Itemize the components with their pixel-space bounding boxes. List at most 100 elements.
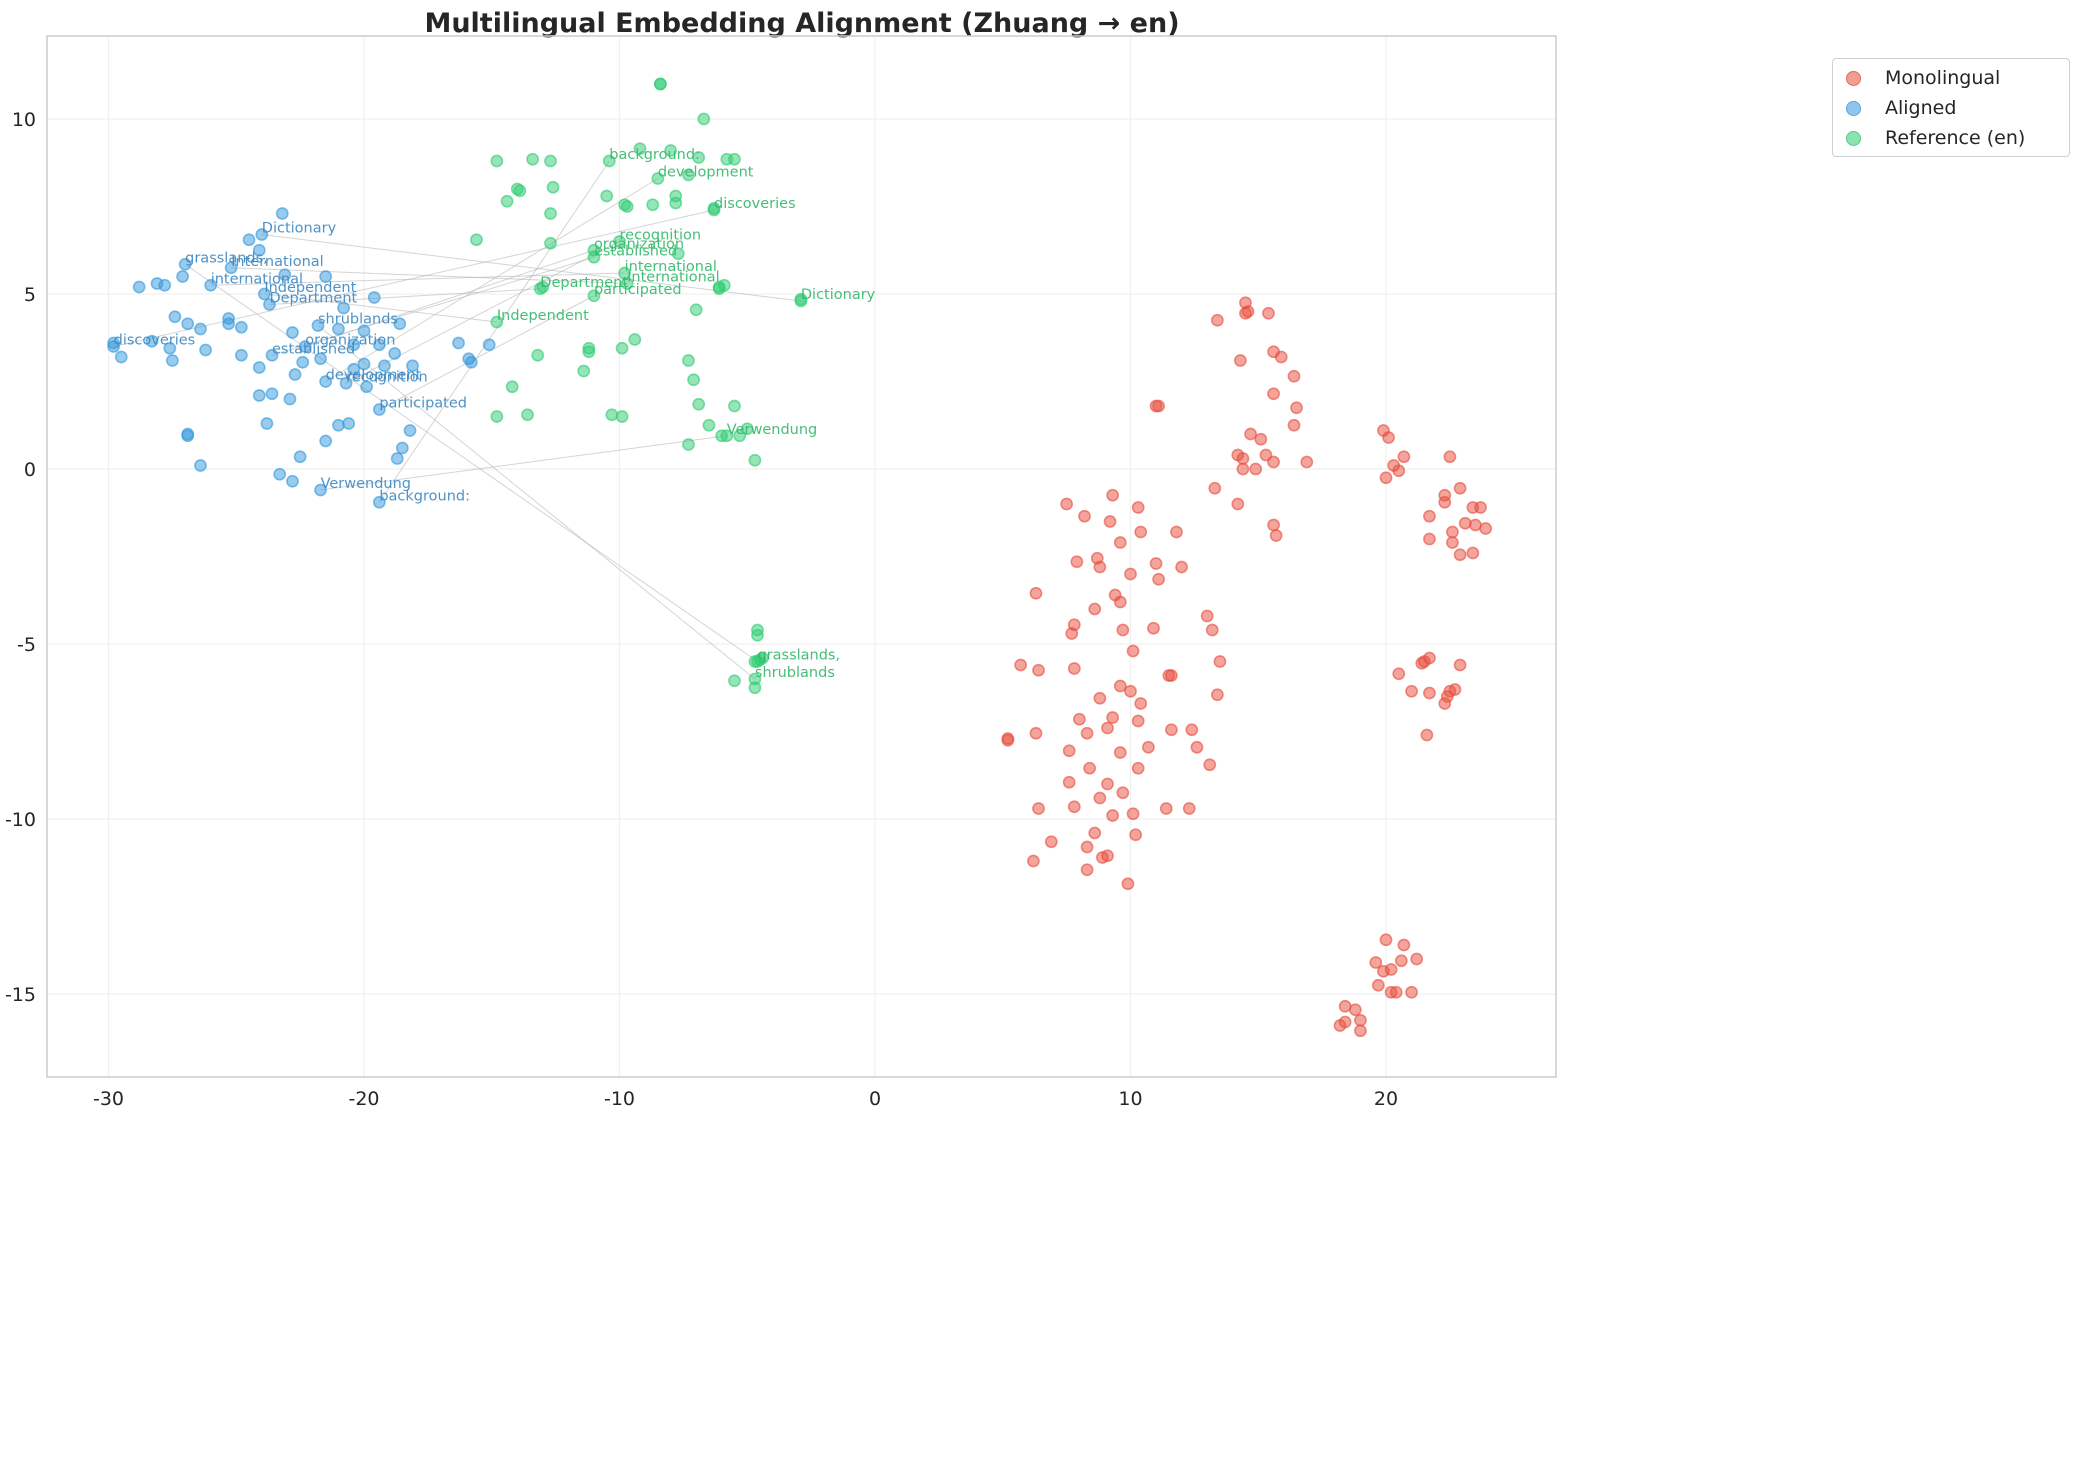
series-monolingual (1001, 296, 1493, 1038)
data-point (199, 343, 212, 357)
x-tick-label: -10 (604, 1088, 635, 1110)
data-point (740, 422, 754, 436)
data-point (1420, 728, 1434, 742)
data-point (464, 355, 478, 369)
data-point (194, 459, 207, 472)
data-point (288, 368, 302, 381)
data-points (107, 77, 1493, 1038)
data-point (728, 152, 741, 166)
annotation-reference: international (625, 259, 717, 275)
data-point (319, 270, 333, 283)
data-point (633, 142, 647, 156)
annotation-aligned: Independent (264, 280, 356, 296)
data-point (406, 359, 419, 373)
data-point (1124, 684, 1137, 698)
y-tick-label: -15 (5, 984, 36, 1006)
data-point (1001, 733, 1015, 747)
data-point (1129, 828, 1143, 842)
y-tick-label: 0 (24, 459, 36, 481)
x-tick-label: -20 (348, 1088, 379, 1110)
data-point (582, 345, 596, 359)
data-point (1453, 481, 1467, 495)
data-point (1073, 712, 1086, 726)
data-point (1080, 863, 1094, 877)
data-point (339, 376, 353, 390)
data-point (1233, 354, 1247, 367)
data-point (360, 380, 373, 394)
data-point (1438, 495, 1452, 509)
data-point (1159, 802, 1173, 815)
data-point (1106, 711, 1120, 724)
data-point (1200, 609, 1214, 623)
data-point (390, 452, 404, 465)
data-point (265, 348, 279, 362)
data-point (1141, 740, 1155, 754)
data-point (1062, 744, 1076, 758)
data-point (332, 418, 345, 432)
data-point (257, 287, 271, 301)
data-point (114, 350, 128, 364)
data-point (1254, 432, 1268, 446)
data-point (283, 392, 297, 406)
alignment-lines (113, 160, 801, 680)
data-point (1267, 455, 1280, 469)
data-point (357, 357, 371, 371)
data-point (1231, 497, 1245, 511)
alignment-line (261, 234, 801, 302)
data-point (181, 317, 195, 331)
annotation-reference: discoveries (714, 196, 796, 212)
data-point (605, 408, 619, 422)
data-point (1453, 658, 1467, 672)
data-point (255, 228, 269, 241)
grid-lines (47, 36, 1556, 1077)
data-point (1269, 529, 1283, 542)
annotation-reference: established (594, 243, 677, 259)
legend-item-reference: Reference (en) (1833, 123, 2025, 153)
data-point (600, 189, 614, 203)
data-point (1466, 546, 1480, 560)
data-point (1182, 802, 1196, 815)
data-point (733, 429, 746, 443)
data-point (1274, 350, 1288, 364)
data-point (314, 352, 327, 366)
data-point (1241, 305, 1255, 318)
alignment-line (271, 256, 595, 356)
data-point (577, 364, 591, 378)
data-point (1113, 679, 1127, 693)
alignment-line (113, 209, 715, 347)
data-point (1267, 518, 1280, 532)
data-point (1443, 450, 1457, 464)
data-point (342, 417, 356, 430)
data-point (178, 257, 192, 271)
data-point (1083, 761, 1097, 775)
annotation-reference: Independent (497, 308, 589, 324)
alignment-line (269, 288, 541, 305)
x-tick-label: -30 (93, 1088, 124, 1110)
data-point (1175, 560, 1188, 574)
alignment-line (231, 267, 628, 284)
annotation-reference: organization (594, 236, 684, 252)
data-point (395, 441, 409, 455)
data-point (163, 341, 177, 355)
annotation-reference: grasslands, (757, 648, 840, 664)
alignment-line (320, 435, 727, 491)
data-point (1032, 663, 1045, 677)
data-point (1236, 452, 1250, 465)
data-point (1060, 497, 1074, 511)
annotation-aligned: recognition (346, 369, 428, 385)
data-point (546, 180, 560, 194)
data-point (587, 289, 601, 303)
data-point (296, 355, 310, 369)
annotation-reference: development (658, 165, 754, 181)
data-point (1379, 933, 1393, 947)
legend-marker-aligned (1846, 100, 1861, 116)
data-point (689, 303, 703, 317)
data-point (1065, 627, 1079, 640)
data-point (314, 483, 327, 497)
data-point (1354, 1024, 1367, 1038)
data-point (615, 410, 629, 423)
data-point (1354, 1013, 1367, 1027)
data-point (293, 450, 307, 464)
data-point (1410, 952, 1424, 966)
data-point (1101, 849, 1114, 863)
